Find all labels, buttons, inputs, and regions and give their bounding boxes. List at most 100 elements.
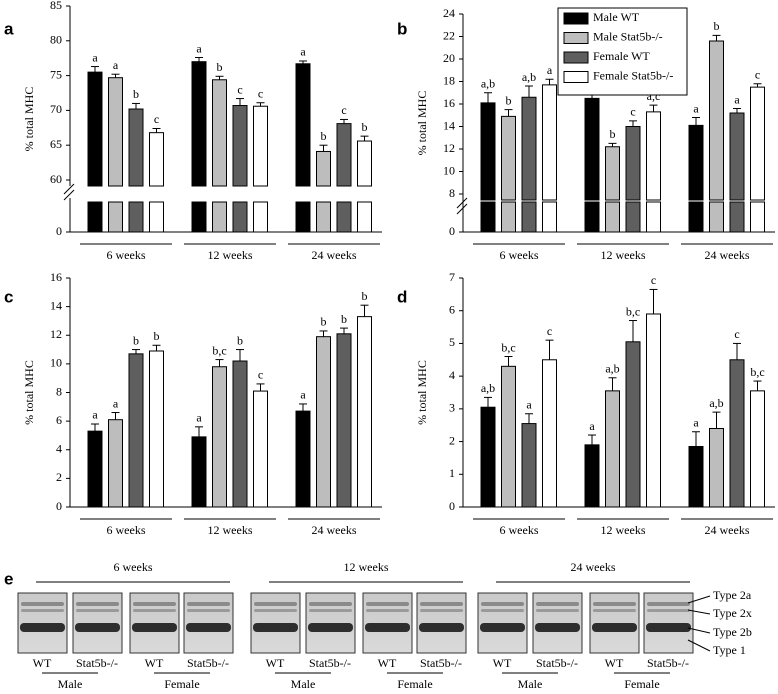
band bbox=[592, 623, 637, 632]
significance-letter: b bbox=[133, 87, 139, 101]
significance-letter: a bbox=[113, 58, 119, 72]
bar bbox=[336, 333, 352, 508]
bar bbox=[253, 105, 268, 187]
sex-label: Female bbox=[164, 677, 199, 691]
band bbox=[536, 609, 579, 612]
significance-letter: a bbox=[92, 50, 98, 64]
bar bbox=[605, 390, 620, 508]
bar bbox=[316, 150, 331, 187]
x-tick-label: 12 weeks bbox=[601, 523, 646, 537]
bar bbox=[295, 63, 311, 187]
axis-break bbox=[63, 189, 75, 201]
y-tick-label: 7 bbox=[449, 270, 455, 284]
significance-letter: b bbox=[133, 333, 139, 347]
bar-stub bbox=[316, 201, 331, 233]
bar-stub bbox=[149, 201, 164, 233]
significance-letter: c bbox=[651, 273, 656, 287]
x-tick-label: 24 weeks bbox=[705, 248, 750, 262]
significance-letter: b bbox=[154, 329, 160, 343]
bar bbox=[501, 115, 516, 201]
significance-letter: b,c bbox=[501, 340, 515, 354]
significance-letter: a bbox=[92, 408, 98, 422]
band bbox=[535, 623, 580, 632]
band bbox=[647, 602, 690, 606]
y-tick-label: 0 bbox=[449, 224, 455, 238]
band bbox=[365, 623, 410, 632]
lane-label: WT bbox=[605, 656, 624, 670]
y-tick-label: 75 bbox=[50, 67, 62, 81]
significance-letter: a bbox=[693, 101, 699, 115]
band bbox=[76, 609, 119, 612]
bar-stub bbox=[542, 201, 557, 233]
band bbox=[254, 602, 297, 606]
bar bbox=[87, 71, 103, 187]
bar bbox=[605, 146, 620, 201]
band bbox=[308, 623, 353, 632]
bar-stub bbox=[480, 201, 496, 233]
lane-label: WT bbox=[266, 656, 285, 670]
sex-label: Female bbox=[397, 677, 432, 691]
sex-label: Male bbox=[291, 677, 316, 691]
group-label: 12 weeks bbox=[344, 560, 389, 574]
y-tick-label: 14 bbox=[443, 118, 455, 132]
significance-letter: c bbox=[547, 324, 552, 338]
y-tick-label: 14 bbox=[50, 298, 62, 312]
axis-break bbox=[456, 203, 468, 215]
y-tick-label: 0 bbox=[56, 224, 62, 238]
band bbox=[420, 609, 463, 612]
lane-label: Stat5b-/- bbox=[420, 656, 462, 670]
significance-letter: a,b bbox=[605, 362, 619, 376]
significance-letter: a,b bbox=[522, 70, 536, 84]
bar bbox=[108, 77, 123, 187]
band-pointer bbox=[687, 639, 711, 652]
bar bbox=[709, 427, 724, 508]
bar bbox=[295, 410, 311, 508]
significance-letter: a bbox=[113, 396, 119, 410]
band bbox=[133, 602, 176, 606]
bar bbox=[729, 359, 745, 508]
significance-letter: c bbox=[630, 105, 635, 119]
bar bbox=[212, 79, 227, 187]
sex-label: Male bbox=[518, 677, 543, 691]
bar-stub bbox=[625, 201, 641, 233]
legend-label: Female WT bbox=[593, 49, 650, 63]
band bbox=[76, 602, 119, 606]
band bbox=[647, 609, 690, 612]
bar bbox=[688, 445, 704, 508]
y-tick-label: 0 bbox=[56, 499, 62, 513]
x-tick-label: 12 weeks bbox=[601, 248, 646, 262]
significance-letter: c bbox=[755, 68, 760, 82]
y-tick-label: 6 bbox=[56, 413, 62, 427]
bar-stub bbox=[295, 201, 311, 233]
band bbox=[133, 609, 176, 612]
band bbox=[21, 602, 64, 606]
lane-label: Stat5b-/- bbox=[76, 656, 118, 670]
x-tick-label: 24 weeks bbox=[312, 523, 357, 537]
bar-stub bbox=[584, 201, 600, 233]
x-tick-label: 6 weeks bbox=[500, 523, 539, 537]
lane-label: Stat5b-/- bbox=[647, 656, 689, 670]
bar bbox=[625, 126, 641, 201]
band bbox=[646, 623, 691, 632]
band bbox=[481, 602, 524, 606]
y-tick-label: 70 bbox=[50, 102, 62, 116]
band-label: Type 2b bbox=[713, 625, 752, 639]
bar bbox=[191, 436, 207, 508]
bar bbox=[625, 341, 641, 508]
significance-letter: a bbox=[589, 419, 595, 433]
bar-stub bbox=[357, 201, 372, 233]
y-tick-label: 0 bbox=[449, 499, 455, 513]
significance-letter: b,c bbox=[750, 365, 764, 379]
significance-letter: a,b bbox=[481, 77, 495, 91]
y-tick-label: 12 bbox=[50, 327, 62, 341]
lane-label: WT bbox=[493, 656, 512, 670]
legend-swatch bbox=[563, 51, 589, 64]
significance-letter: a bbox=[300, 388, 306, 402]
significance-letter: a bbox=[734, 92, 740, 106]
bar bbox=[232, 360, 248, 508]
y-tick-label: 24 bbox=[443, 6, 455, 20]
y-tick-label: 6 bbox=[449, 302, 455, 316]
significance-letter: c bbox=[734, 327, 739, 341]
y-tick-label: 16 bbox=[443, 96, 455, 110]
